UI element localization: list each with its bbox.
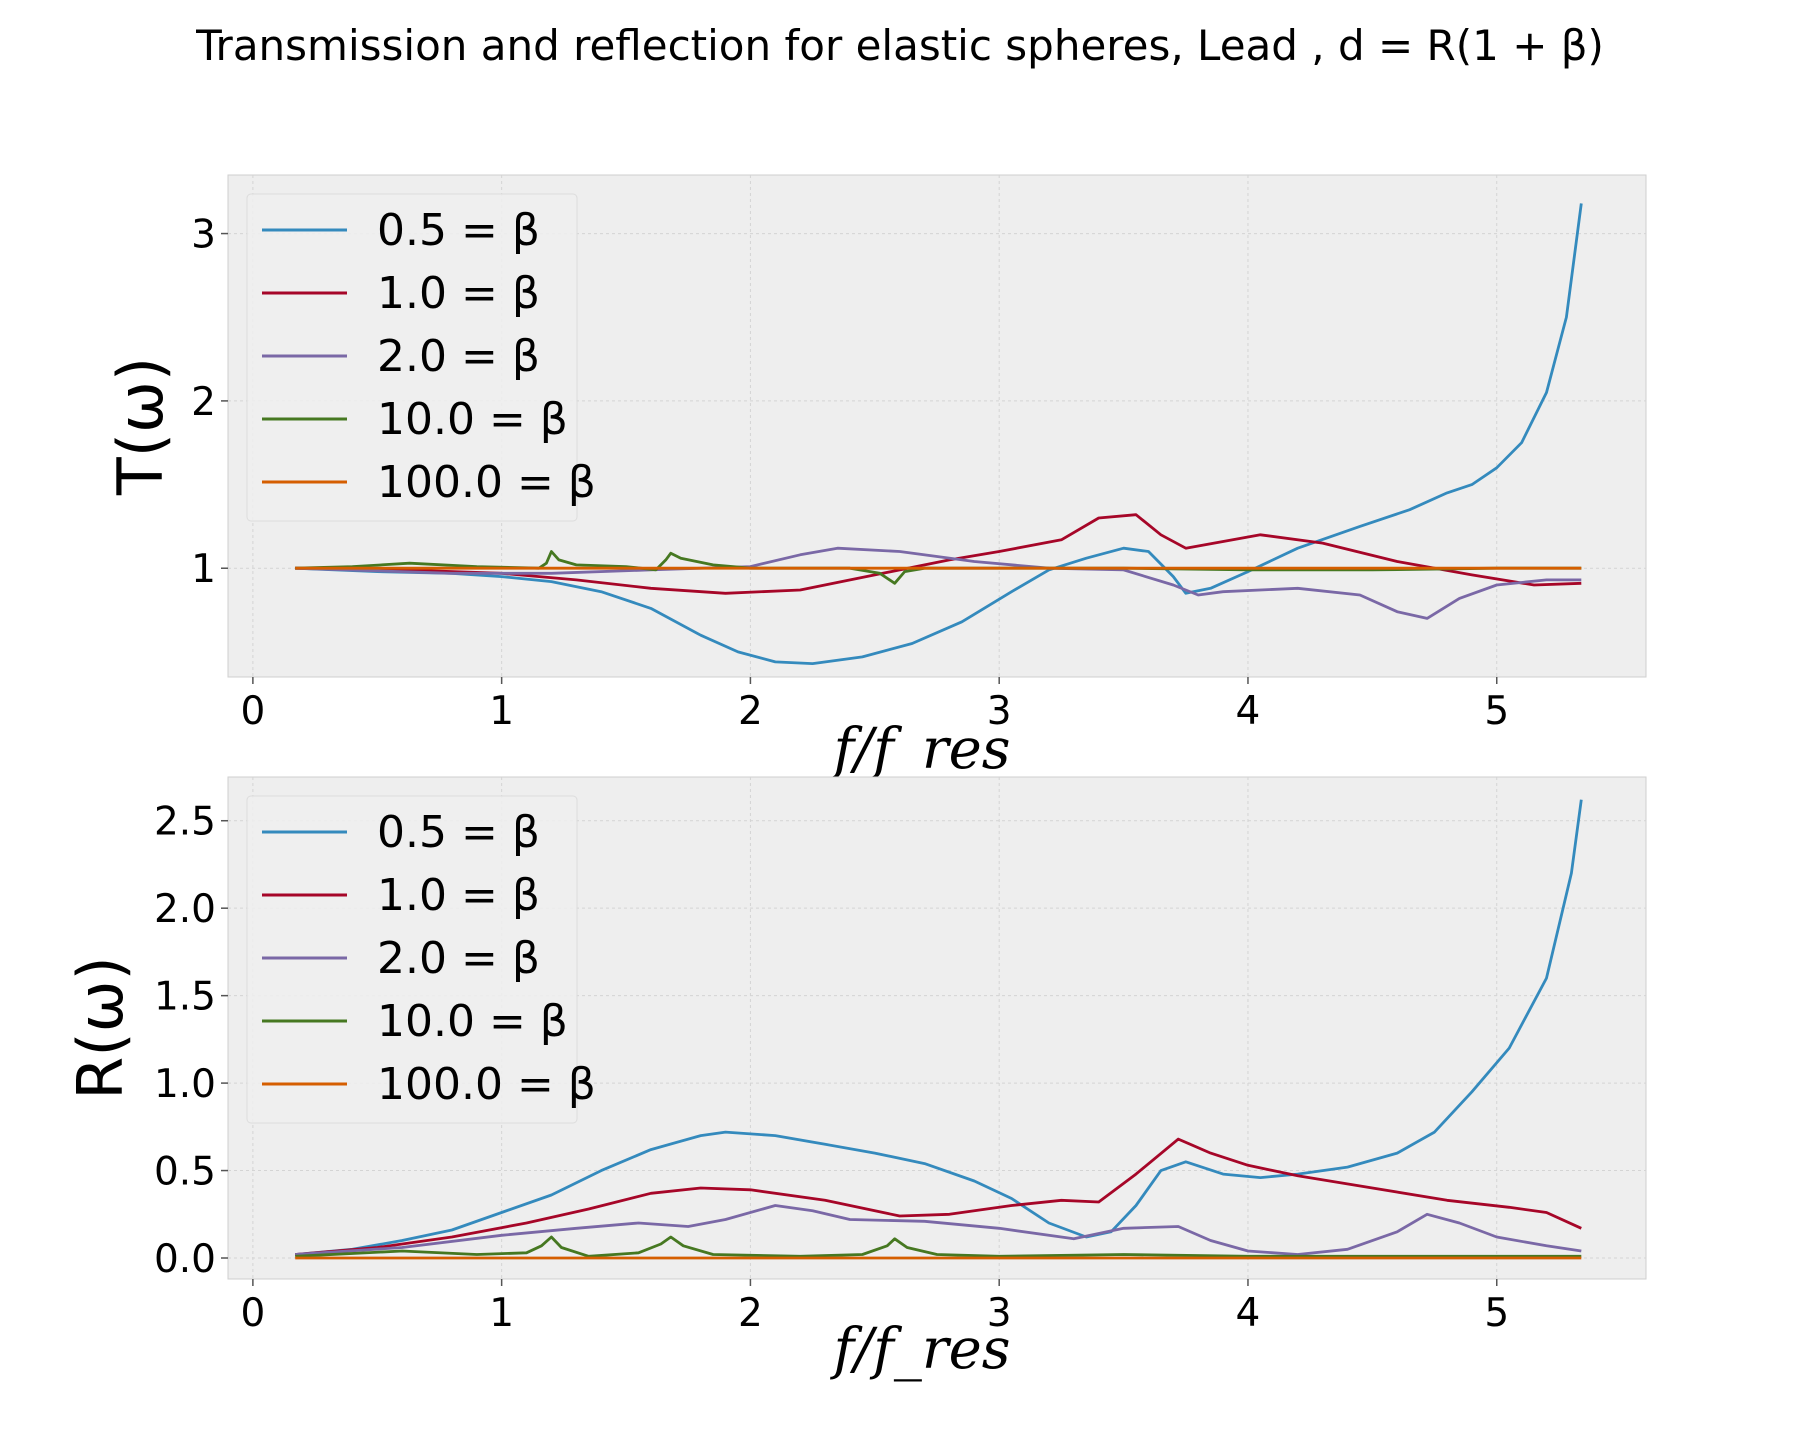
y-tick-label: 1 [191, 547, 216, 592]
legend-box [246, 193, 578, 522]
legend-label: 2.0 = β [377, 331, 540, 382]
x-axis-label: f/f_res [830, 717, 1011, 782]
x-tick-label: 5 [1484, 689, 1509, 734]
y-axis-label: T(ω) [104, 357, 177, 496]
series-lines [295, 799, 1583, 1260]
x-tick-label: 3 [987, 689, 1012, 734]
transmission-chart: 0 1 2 3 4 5 1 2 3 0.5 = β 1.0 = β 2.0 = β 10.0 = β 10… [104, 174, 1647, 782]
x-axis-label: f/f_res [830, 1317, 1011, 1382]
x-tick-label: 2 [738, 689, 763, 734]
legend-label: 10.0 = β [377, 996, 568, 1047]
y-tick-label: 1.5 [154, 975, 216, 1020]
x-tick-label: 1 [489, 1291, 514, 1336]
series-line-0 [295, 203, 1583, 665]
legend-label: 1.0 = β [377, 268, 540, 319]
legend-label: 100.0 = β [377, 1059, 596, 1110]
legend-label: 1.0 = β [377, 870, 540, 921]
reflection-chart: 0 1 2 3 4 5 0.0 0.5 1.0 1.5 2.0 2.5 0.5 = β 1.0 = β 2.… [64, 776, 1647, 1382]
x-tick-label: 3 [987, 1291, 1012, 1336]
x-tick-label: 4 [1236, 689, 1261, 734]
y-tick-label: 2.5 [154, 800, 216, 845]
x-tick-label: 0 [240, 689, 265, 734]
series-line-2 [295, 1204, 1582, 1256]
y-tick-label: 1.0 [154, 1062, 216, 1107]
legend-box [246, 795, 578, 1124]
legend-label: 2.0 = β [377, 933, 540, 984]
legend: 0.5 = β 1.0 = β 2.0 = β 10.0 = β 100.0 = β [246, 795, 596, 1124]
y-axis-label: R(ω) [64, 956, 137, 1099]
series-line-1 [295, 1137, 1582, 1256]
y-tick-label: 0.5 [154, 1150, 216, 1195]
x-tick-label: 4 [1236, 1291, 1261, 1336]
legend-label: 0.5 = β [377, 807, 540, 858]
legend-label: 0.5 = β [377, 205, 540, 256]
series-line-0 [295, 799, 1583, 1256]
legend-label: 10.0 = β [377, 394, 568, 445]
y-tick-label: 2 [191, 380, 216, 425]
x-tick-label: 0 [240, 1291, 265, 1336]
series-line-3 [295, 1235, 1582, 1258]
legend-label: 100.0 = β [377, 457, 596, 508]
y-tick-label: 0.0 [154, 1237, 216, 1282]
y-tick-label: 3 [191, 213, 216, 258]
series-lines [295, 203, 1583, 665]
y-tick-label: 2.0 [154, 887, 216, 932]
x-tick-label: 2 [738, 1291, 763, 1336]
figure-title: Transmission and reflection for elastic … [195, 21, 1604, 70]
x-tick-label: 1 [489, 689, 514, 734]
legend: 0.5 = β 1.0 = β 2.0 = β 10.0 = β 100.0 = β [246, 193, 596, 522]
series-line-1 [295, 513, 1582, 595]
x-tick-label: 5 [1484, 1291, 1509, 1336]
